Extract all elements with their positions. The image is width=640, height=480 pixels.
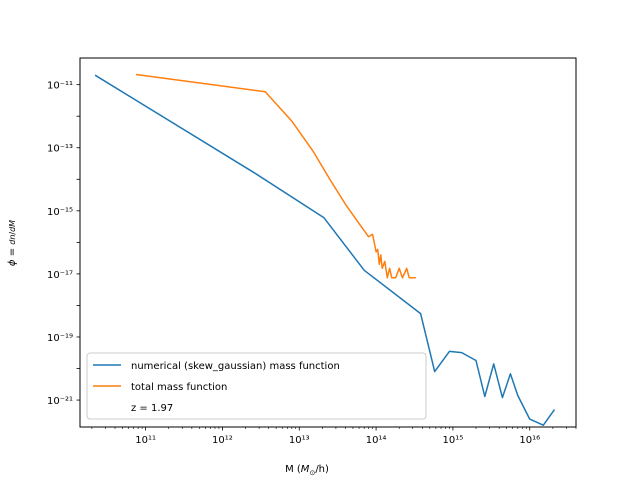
legend-label-numerical: numerical (skew_gaussian) mass function: [131, 361, 340, 372]
y-tick-label: 10⁻²¹: [47, 396, 73, 407]
y-tick-label: 10⁻¹³: [47, 144, 73, 155]
x-axis-label: M (M⊙/h): [285, 464, 329, 477]
series-line-numerical: [94, 74, 556, 426]
x-tick-label: 10¹¹: [135, 435, 156, 446]
legend-label-total: total mass function: [131, 382, 227, 393]
x-tick-label: 10¹⁵: [443, 435, 464, 446]
y-axis-label: ϕ = dn/dM: [7, 220, 18, 266]
x-tick-label: 10¹³: [289, 435, 310, 446]
series-lines: [94, 73, 556, 426]
svg-text:ϕ = dn/dM: ϕ = dn/dM: [7, 220, 18, 266]
x-tick-label: 10¹⁴: [366, 435, 387, 446]
y-axis: 10⁻²¹ 10⁻¹⁹ 10⁻¹⁷ 10⁻¹⁵ 10⁻¹³ 10⁻¹¹: [47, 81, 80, 407]
legend-annotation-redshift: z = 1.97: [131, 403, 173, 414]
y-tick-label: 10⁻¹⁷: [47, 270, 73, 281]
x-tick-label: 10¹²: [212, 435, 233, 446]
series-line-total: [135, 73, 416, 279]
y-tick-label: 10⁻¹¹: [47, 81, 73, 92]
y-tick-label: 10⁻¹⁵: [47, 207, 73, 218]
x-tick-label: 10¹⁶: [519, 435, 540, 446]
legend-box: [86, 352, 427, 420]
y-tick-label: 10⁻¹⁹: [47, 333, 73, 344]
legend: numerical (skew_gaussian) mass function …: [86, 352, 427, 420]
plot-frame: [79, 57, 577, 428]
